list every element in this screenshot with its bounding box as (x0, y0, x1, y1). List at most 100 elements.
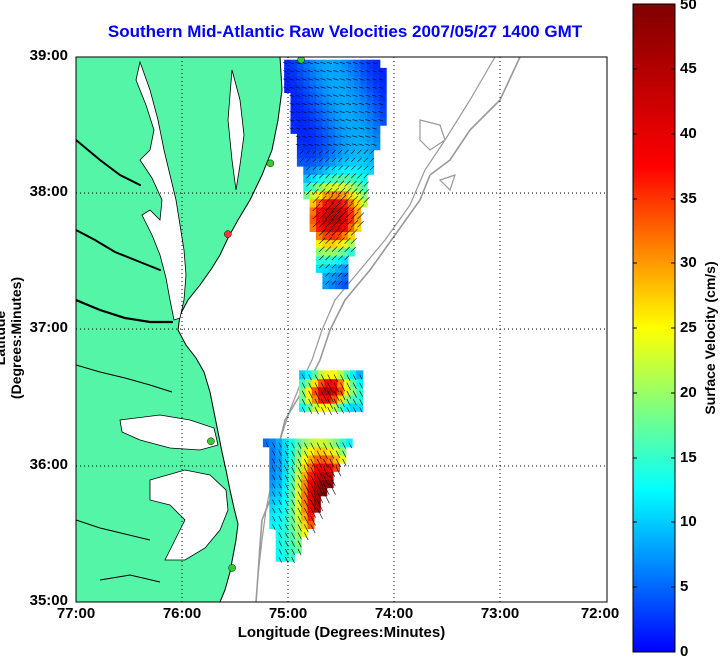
velocity-vector (340, 374, 345, 382)
velocity-vector (338, 264, 343, 269)
land-mainland (76, 57, 283, 602)
velocity-vector (340, 382, 346, 392)
velocity-cell (322, 141, 330, 151)
velocity-cell (335, 84, 343, 94)
velocity-vector (306, 166, 311, 171)
velocity-cell (309, 76, 317, 85)
velocity-vector (333, 102, 339, 105)
velocity-vector (363, 173, 369, 179)
velocity-cell (379, 108, 387, 118)
velocity-vector (333, 135, 339, 138)
velocity-cell (328, 223, 336, 232)
velocity-vector (363, 189, 370, 195)
velocity-cell (347, 190, 355, 200)
velocity-vector (297, 442, 302, 449)
velocity-cell (341, 76, 349, 85)
velocity-vector (371, 135, 377, 138)
velocity-vector (272, 483, 276, 489)
velocity-cell (316, 116, 323, 126)
velocity-vector (344, 187, 352, 195)
velocity-vector (346, 390, 351, 399)
velocity-cell (366, 92, 374, 102)
velocity-cell (366, 133, 374, 143)
velocity-vector (278, 483, 282, 489)
velocity-cell (328, 157, 336, 167)
velocity-cell (366, 125, 374, 134)
velocity-vector (320, 135, 326, 138)
velocity-vector (350, 203, 359, 212)
velocity-vector (327, 390, 334, 402)
velocity-vector (338, 272, 343, 277)
y-tick-label: 38:00 (29, 183, 68, 200)
velocity-cell (316, 141, 323, 151)
velocity-cell (296, 76, 304, 85)
velocity-vector (306, 181, 312, 187)
velocity-vector (378, 70, 384, 73)
velocity-cell (360, 92, 368, 102)
velocity-vector (342, 458, 347, 467)
velocity-cell (366, 157, 374, 167)
velocity-cell (366, 84, 374, 94)
velocity-vector (331, 157, 336, 163)
velocity-vector (344, 219, 353, 228)
velocity-vector (283, 86, 288, 89)
velocity-cell (341, 264, 349, 273)
velocity-vector (369, 157, 375, 163)
velocity-vector (318, 237, 326, 244)
velocity-vector (363, 165, 369, 171)
velocity-cell (322, 231, 330, 241)
velocity-vector (346, 382, 351, 391)
velocity-cell (296, 133, 304, 143)
velocity-vector (278, 450, 282, 456)
velocity-vector (302, 94, 307, 97)
velocity-cell (341, 280, 349, 290)
velocity-cell (335, 141, 343, 151)
velocity-cell (296, 116, 304, 126)
x-tick-label: 73:00 (480, 605, 520, 622)
y-tick-label: 39:00 (29, 47, 68, 64)
velocity-cell (328, 84, 336, 94)
velocity-cell (354, 166, 362, 175)
pamlico-sound (149, 469, 229, 561)
velocity-cell (303, 116, 311, 126)
velocity-cell (296, 67, 304, 77)
coast-detail (76, 364, 173, 583)
velocity-vector (272, 524, 276, 530)
velocity-vector (295, 62, 301, 65)
velocity-vector (304, 442, 308, 450)
velocity-vector (301, 407, 306, 413)
velocity-cell (354, 100, 362, 110)
velocity-vector (339, 102, 345, 105)
velocity-cell (373, 100, 381, 110)
velocity-vector (369, 165, 375, 171)
velocity-vector (314, 111, 320, 114)
velocity-vector (344, 173, 350, 179)
velocity-vector (291, 499, 296, 507)
velocity-cell (335, 231, 343, 241)
velocity-vector (352, 62, 358, 65)
velocity-vector (297, 499, 302, 508)
velocity-cell (379, 100, 387, 110)
velocity-vector (304, 458, 309, 467)
velocity-vector (318, 188, 326, 195)
velocity-cell (354, 67, 362, 77)
velocity-vector (302, 135, 307, 138)
plot-frame (75, 56, 608, 603)
velocity-vector (297, 475, 302, 483)
velocity-vector (338, 165, 343, 171)
velocity-vector (314, 70, 320, 73)
velocity-vector (339, 127, 345, 130)
velocity-vector (333, 70, 339, 73)
velocity-vector (350, 195, 359, 203)
velocity-vector (307, 61, 313, 65)
velocity-vector (329, 466, 336, 477)
velocity-cell (296, 149, 304, 159)
velocity-cell (341, 116, 349, 126)
velocity-vector (333, 398, 339, 409)
velocity-cell (335, 67, 343, 77)
velocity-cell (347, 157, 355, 167)
velocity-vector (316, 483, 323, 495)
velocity-vector (308, 390, 313, 399)
velocity-vector (338, 280, 343, 285)
velocity-vector (339, 119, 345, 122)
